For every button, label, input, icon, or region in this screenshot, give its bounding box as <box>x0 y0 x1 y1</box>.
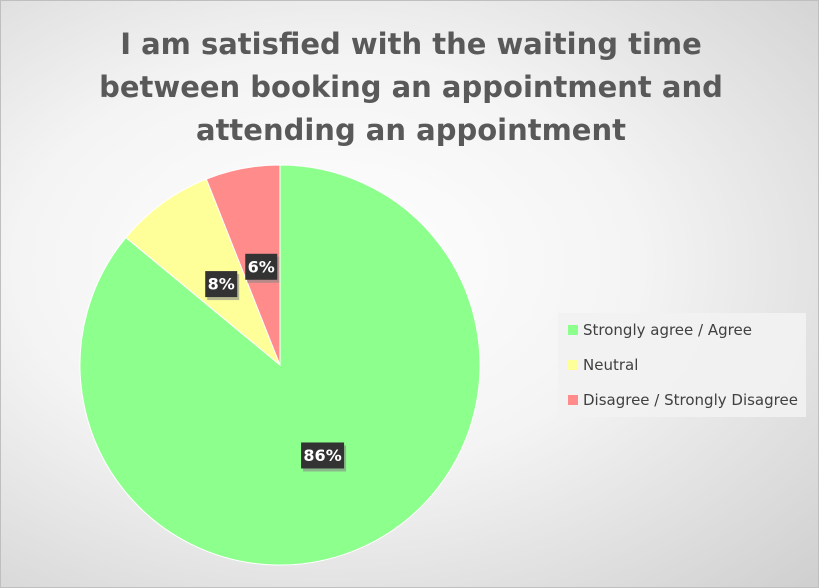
legend-label: Neutral <box>583 356 638 374</box>
legend-box <box>558 313 806 417</box>
data-label: 86% <box>303 446 341 465</box>
pie-slice <box>125 178 281 366</box>
data-label-box <box>301 442 345 469</box>
pie-slice <box>205 164 281 366</box>
data-label-box <box>205 271 238 298</box>
legend-label: Strongly agree / Agree <box>583 321 752 339</box>
pie-slice <box>79 164 481 566</box>
legend-swatch <box>568 325 578 335</box>
chart-title: I am satisfied with the waiting time bet… <box>99 27 723 147</box>
legend-swatch <box>568 395 578 405</box>
data-label: 8% <box>208 275 235 294</box>
legend-label: Disagree / Strongly Disagree <box>583 391 798 409</box>
legend-swatch <box>568 360 578 370</box>
data-label: 6% <box>248 257 275 276</box>
data-label-box <box>245 253 278 280</box>
